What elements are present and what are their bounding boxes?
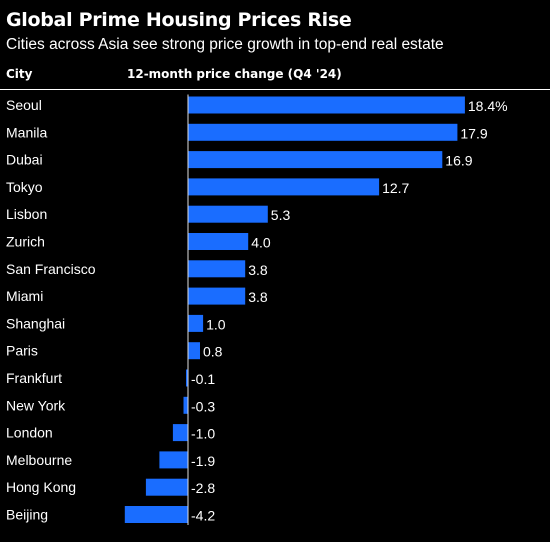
- city-label: London: [6, 425, 53, 441]
- city-label: Paris: [6, 343, 38, 359]
- bar: [186, 369, 188, 387]
- value-label: -1.0: [191, 426, 215, 442]
- city-label: Miami: [6, 288, 43, 304]
- bar: [188, 178, 380, 196]
- chart-title: Global Prime Housing Prices Rise: [6, 9, 352, 31]
- chart-subtitle: Cities across Asia see strong price grow…: [6, 36, 444, 53]
- city-column-header: City: [6, 67, 33, 81]
- city-label: New York: [6, 397, 66, 413]
- bar: [183, 396, 188, 414]
- value-label: -2.8: [191, 480, 215, 496]
- city-label: Lisbon: [6, 206, 47, 222]
- value-label: 5.3: [271, 207, 291, 223]
- city-label: Seoul: [6, 97, 42, 113]
- value-label: -0.3: [191, 398, 215, 414]
- header-divider: [0, 89, 550, 90]
- bar: [188, 287, 246, 305]
- city-label: Beijing: [6, 507, 48, 523]
- city-label: Zurich: [6, 234, 45, 250]
- bar: [172, 424, 188, 442]
- city-label: San Francisco: [6, 261, 96, 277]
- value-label: 16.9: [445, 153, 472, 169]
- city-label: Manila: [6, 124, 47, 140]
- bar: [188, 233, 249, 250]
- bar: [188, 314, 204, 332]
- value-column-header: 12-month price change (Q4 '24): [127, 67, 342, 81]
- bar: [188, 205, 268, 223]
- bar: [188, 342, 200, 360]
- bar: [188, 260, 246, 278]
- bar: [159, 451, 188, 469]
- value-label: 0.8: [203, 344, 223, 360]
- bar: [188, 123, 458, 141]
- value-label: 17.9: [460, 125, 487, 141]
- value-label: 4.0: [251, 235, 271, 251]
- bar: [188, 151, 443, 169]
- value-label: 3.8: [248, 262, 268, 278]
- value-label: 12.7: [382, 180, 409, 196]
- value-label: 1.0: [206, 316, 226, 332]
- bar: [188, 96, 465, 114]
- bar: [145, 478, 188, 496]
- value-label: -0.1: [191, 371, 215, 387]
- city-label: Shanghai: [6, 315, 65, 331]
- city-label: Dubai: [6, 152, 43, 168]
- city-label: Frankfurt: [6, 370, 62, 386]
- city-label: Hong Kong: [6, 479, 76, 495]
- value-label: 18.4%: [468, 98, 508, 114]
- value-label: -1.9: [191, 453, 215, 469]
- city-label: Tokyo: [6, 179, 43, 195]
- value-label: -4.2: [191, 508, 215, 524]
- city-label: Melbourne: [6, 452, 72, 468]
- bar: [124, 506, 188, 523]
- value-label: 3.8: [248, 289, 268, 305]
